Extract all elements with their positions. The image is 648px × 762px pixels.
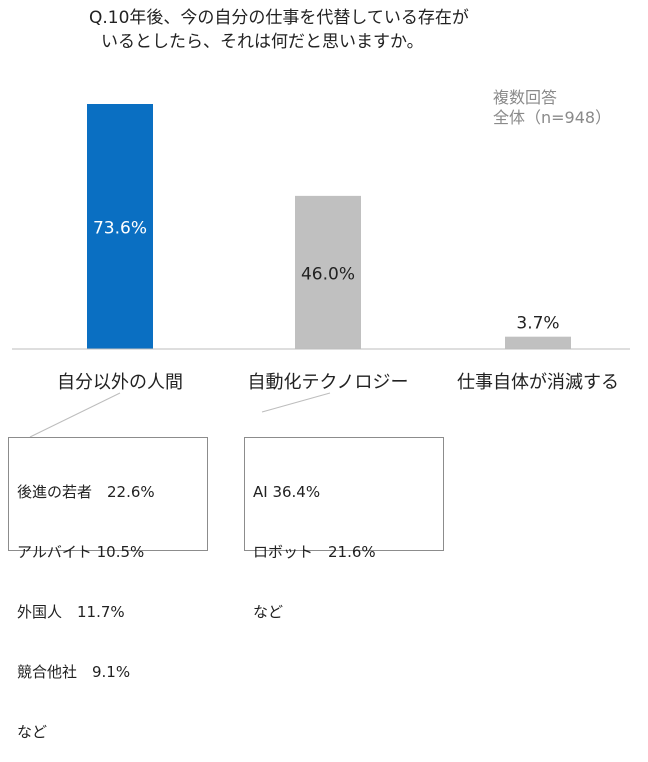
note-line-1: 複数回答 — [493, 88, 558, 107]
note-line-2: 全体（n=948） — [493, 108, 612, 127]
chart-title: Q.10年後、今の自分の仕事を代替している存在が いるとしたら、それは何だと思い… — [89, 6, 469, 54]
breakdown-item: AI 36.4% — [253, 483, 321, 501]
bar-value-label-3: 3.7% — [516, 314, 559, 334]
category-label-2: 自動化テクノロジー — [248, 372, 409, 393]
bar-value-label-1: 73.6% — [93, 219, 147, 239]
breakdown-item: アルバイト 10.5% — [17, 543, 145, 561]
bar-3 — [505, 336, 571, 349]
breakdown-box-human: 後進の若者 22.6% アルバイト 10.5% 外国人 11.7% 競合他社 9… — [8, 437, 208, 741]
bar-1 — [87, 104, 153, 349]
breakdown-item: 外国人 11.7% — [17, 603, 125, 621]
category-label-3: 仕事自体が消滅する — [457, 372, 619, 393]
title-line-2: いるとしたら、それは何だと思いますか。 — [101, 32, 424, 52]
bar-value-label-2: 46.0% — [301, 264, 355, 284]
breakdown-box-tech: AI 36.4% ロボット 21.6% など — [244, 437, 444, 621]
callout-line-tech — [261, 392, 331, 413]
breakdown-item: 競合他社 9.1% — [17, 663, 131, 681]
breakdown-item: 後進の若者 22.6% — [17, 483, 155, 501]
breakdown-item: ロボット 21.6% — [253, 543, 376, 561]
breakdown-item: など — [253, 603, 284, 621]
sample-note: 複数回答 全体（n=948） — [493, 88, 611, 128]
title-line-1: Q.10年後、今の自分の仕事を代替している存在が — [89, 8, 469, 28]
bar-chart: 73.6% 46.0% 3.7% 自分以外の人間 自動化テクノロジー 仕事自体が消滅する — [12, 104, 630, 438]
category-label-1: 自分以外の人間 — [57, 372, 183, 393]
bar-2 — [295, 195, 361, 349]
breakdown-item: など — [17, 723, 48, 741]
callout-line-human — [29, 392, 121, 438]
